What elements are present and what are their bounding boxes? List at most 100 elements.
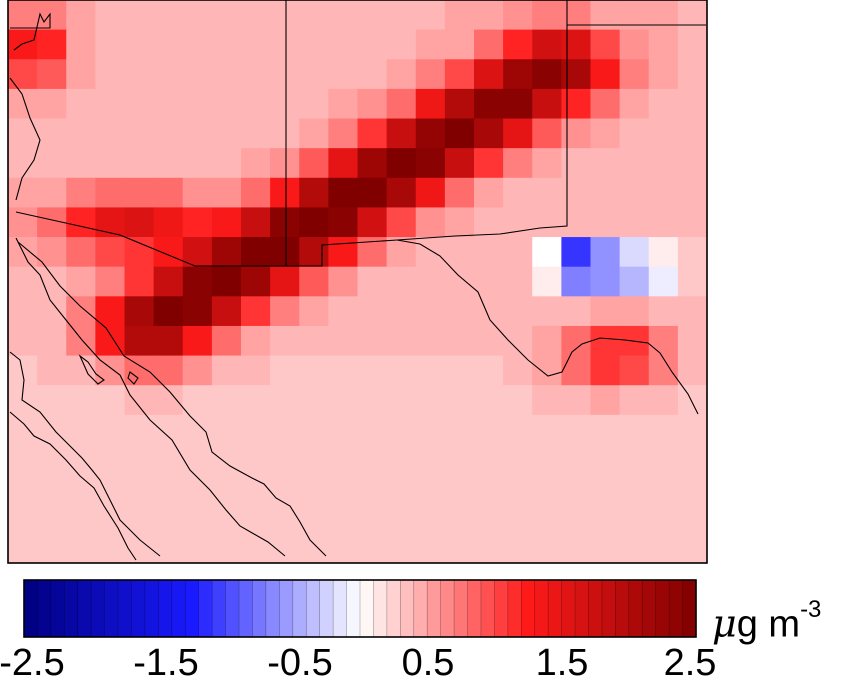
colorbar-swatch bbox=[77, 579, 92, 638]
colorbar-swatch bbox=[520, 579, 536, 638]
grid-cell bbox=[474, 118, 504, 149]
grid-cell bbox=[648, 177, 679, 208]
grid-cell bbox=[211, 533, 242, 564]
grid-cell bbox=[357, 325, 388, 357]
grid-cell bbox=[386, 266, 417, 297]
colorbar-swatch bbox=[359, 579, 375, 638]
grid-cell bbox=[241, 266, 271, 297]
grid-cell bbox=[415, 414, 446, 445]
grid-cell bbox=[66, 29, 96, 60]
grid-cell bbox=[677, 296, 708, 327]
grid-cell bbox=[474, 503, 504, 534]
grid-cell bbox=[153, 325, 184, 357]
grid-cell bbox=[648, 444, 679, 475]
grid-cell bbox=[299, 325, 329, 357]
colorbar-swatch bbox=[279, 579, 294, 638]
grid-cell bbox=[299, 414, 329, 445]
grid-cell bbox=[299, 88, 329, 120]
grid-cell bbox=[677, 533, 708, 564]
grid-cell bbox=[153, 296, 184, 327]
grid-cell bbox=[328, 177, 358, 208]
colorbar-swatch bbox=[440, 579, 455, 638]
grid-cell bbox=[648, 237, 679, 268]
grid-cell bbox=[590, 177, 621, 208]
colorbar-swatch bbox=[668, 579, 684, 638]
grid-cell bbox=[444, 177, 475, 208]
colorbar-swatch bbox=[373, 579, 388, 638]
grid-cell bbox=[648, 118, 679, 149]
grid-cell bbox=[503, 414, 533, 445]
grid-cell bbox=[386, 355, 417, 386]
grid-cell bbox=[211, 59, 242, 90]
grid-cell bbox=[415, 207, 446, 238]
grid-cell bbox=[561, 88, 591, 120]
grid-cell bbox=[299, 148, 329, 179]
unit-main: g m bbox=[736, 603, 801, 646]
grid-cell bbox=[386, 296, 417, 327]
grid-cell bbox=[386, 177, 417, 208]
grid-cell bbox=[299, 296, 329, 327]
grid-cell bbox=[532, 444, 562, 475]
grid-cell bbox=[328, 385, 358, 416]
grid-cell bbox=[95, 444, 125, 475]
grid-cell bbox=[619, 503, 650, 534]
grid-cell bbox=[444, 503, 475, 534]
grid-cell bbox=[124, 88, 155, 120]
grid-cell bbox=[8, 355, 38, 386]
grid-cell bbox=[211, 148, 242, 179]
grid-cell bbox=[8, 474, 38, 505]
grid-cell bbox=[241, 59, 271, 90]
grid-cell bbox=[95, 118, 125, 149]
grid-cell bbox=[95, 533, 125, 564]
grid-cell bbox=[241, 533, 271, 564]
grid-cell bbox=[270, 474, 300, 505]
colorbar-swatch bbox=[117, 579, 133, 638]
colorbar-swatch bbox=[386, 579, 401, 638]
grid-cell bbox=[153, 237, 184, 268]
colorbar-swatch bbox=[426, 579, 442, 638]
grid-cell bbox=[153, 414, 184, 445]
grid-cell bbox=[648, 503, 679, 534]
state-border-nm-tx-south bbox=[396, 25, 568, 241]
grid-cell bbox=[503, 355, 533, 386]
tick-label: 2.5 bbox=[663, 642, 717, 684]
grid-cell bbox=[386, 444, 417, 475]
colorbar-swatch bbox=[158, 579, 173, 638]
grid-cell bbox=[444, 148, 475, 179]
grid-cell bbox=[503, 385, 533, 416]
grid-cell bbox=[328, 118, 358, 149]
grid-cell bbox=[328, 237, 358, 268]
grid-cell bbox=[415, 237, 446, 268]
grid-cell bbox=[299, 59, 329, 90]
grid-cell bbox=[328, 88, 358, 120]
grid-cell bbox=[357, 444, 388, 475]
grid-cell bbox=[95, 148, 125, 179]
grid-cell bbox=[590, 503, 621, 534]
colorbar-swatch bbox=[534, 579, 549, 638]
grid-cell bbox=[357, 59, 388, 90]
grid-cell bbox=[124, 325, 155, 357]
grid-cell bbox=[153, 88, 184, 120]
grid-cell bbox=[182, 59, 213, 90]
grid-cell bbox=[328, 207, 358, 238]
colorbar-swatch bbox=[467, 579, 482, 638]
grid-cell bbox=[532, 207, 562, 238]
grid-cell bbox=[328, 296, 358, 327]
map-frame bbox=[7, 0, 708, 564]
colorbar-swatch bbox=[400, 579, 415, 638]
grid-cell bbox=[532, 88, 562, 120]
grid-cell bbox=[590, 385, 621, 416]
grid-cell bbox=[8, 503, 38, 534]
grid-cell bbox=[474, 29, 504, 60]
grid-cell bbox=[124, 59, 155, 90]
grid-cell bbox=[328, 474, 358, 505]
grid-cell bbox=[561, 266, 591, 297]
grid-cell bbox=[503, 444, 533, 475]
grid-cell bbox=[444, 414, 475, 445]
island-small bbox=[127, 371, 139, 385]
grid-cell bbox=[270, 29, 300, 60]
grid-cell bbox=[124, 266, 155, 297]
grid-cell bbox=[532, 0, 562, 31]
grid-cell bbox=[124, 29, 155, 60]
grid-cell bbox=[532, 385, 562, 416]
